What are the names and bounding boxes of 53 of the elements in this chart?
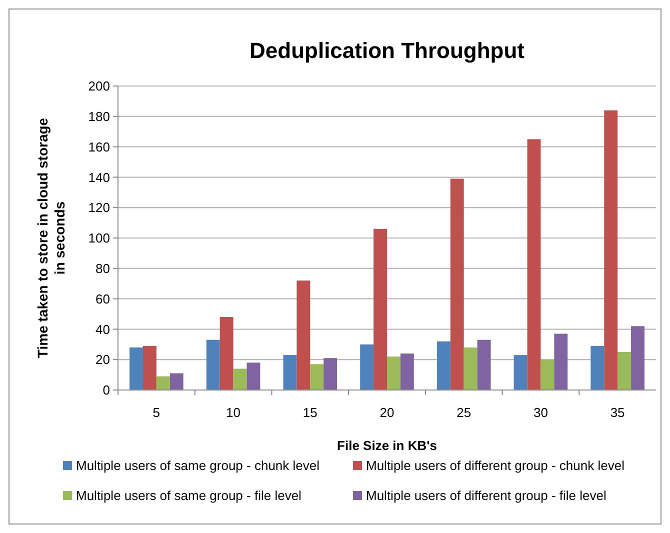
bar	[246, 362, 260, 390]
y-tick-label: 180	[88, 108, 110, 124]
bar	[233, 368, 247, 390]
x-tick-label: 15	[302, 405, 318, 420]
bar	[464, 347, 478, 390]
bar	[324, 358, 338, 390]
bar	[604, 110, 618, 390]
y-axis-title: Time taken to store in cloud storage in seconds	[34, 118, 68, 358]
bar	[170, 373, 184, 390]
x-tick-label: 5	[152, 405, 160, 420]
bar	[450, 178, 464, 390]
bar	[387, 356, 400, 390]
y-tick-label: 0	[102, 382, 110, 398]
y-tick-label: 60	[96, 291, 110, 306]
y-tick-label: 120	[88, 200, 110, 216]
x-axis-title: File Size in KB's	[337, 438, 437, 453]
bar	[156, 376, 170, 390]
x-tick-label: 30	[533, 405, 548, 420]
bar	[554, 334, 568, 390]
bar	[618, 352, 632, 390]
bar	[310, 364, 324, 390]
legend-label: Multiple users of same group - chunk level	[76, 458, 320, 473]
legend-label: Multiple users of different group - file level	[366, 488, 606, 503]
y-tick-label: 20	[96, 352, 110, 368]
x-tick-label: 35	[610, 405, 625, 420]
y-tick-label: 40	[96, 322, 110, 337]
y-tick-label: 200	[88, 78, 110, 94]
bar	[296, 280, 310, 390]
legend-label: Multiple users of different group - chunk level	[366, 458, 625, 473]
y-tick-label: 100	[88, 230, 110, 246]
bar	[540, 360, 554, 390]
bar	[436, 341, 450, 390]
bar	[283, 355, 297, 390]
bar	[590, 346, 604, 390]
y-tick-label: 160	[88, 139, 110, 154]
y-tick-label: 80	[96, 260, 110, 276]
bar	[477, 340, 491, 390]
bar	[631, 326, 644, 390]
legend-label: Multiple users of same group - file level	[76, 488, 302, 503]
x-tick-label: 10	[226, 405, 241, 420]
bar	[374, 228, 387, 390]
bar	[142, 346, 156, 390]
bar	[206, 340, 220, 390]
x-tick-label: 25	[456, 405, 472, 420]
chart-title: Deduplication Throughput	[250, 38, 526, 63]
bar	[527, 139, 541, 390]
bar	[130, 347, 143, 390]
x-tick-label: 20	[380, 405, 394, 420]
bar	[360, 344, 374, 390]
bar	[514, 355, 528, 390]
bar	[400, 354, 414, 390]
bar	[220, 317, 234, 390]
y-tick-label: 140	[88, 170, 110, 185]
